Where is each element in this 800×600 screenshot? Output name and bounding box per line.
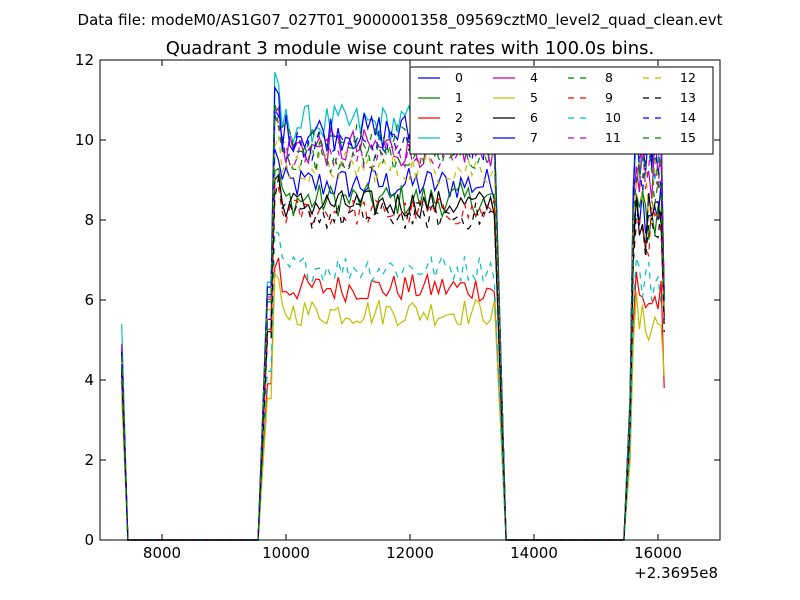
x-tick-label: 14000 <box>510 544 558 562</box>
x-tick-label: 8000 <box>143 544 181 562</box>
y-tick-label: 8 <box>84 211 94 229</box>
legend-label-11: 11 <box>605 130 621 145</box>
x-tick-label: 10000 <box>262 544 310 562</box>
figure-suptitle: Data file: modeM0/AS1G07_027T01_90000013… <box>78 11 723 30</box>
legend-label-5: 5 <box>530 90 538 105</box>
y-tick-label: 0 <box>84 531 94 549</box>
legend-label-7: 7 <box>530 130 538 145</box>
legend-label-14: 14 <box>680 110 696 125</box>
legend-label-13: 13 <box>680 90 696 105</box>
x-tick-label: 12000 <box>386 544 434 562</box>
y-tick-label: 6 <box>84 291 94 309</box>
legend-label-9: 9 <box>605 90 613 105</box>
legend-label-15: 15 <box>680 130 696 145</box>
legend-label-1: 1 <box>455 90 463 105</box>
legend-box <box>409 66 714 155</box>
y-tick-label: 12 <box>75 51 94 69</box>
chart-title: Quadrant 3 module wise count rates with … <box>166 38 655 59</box>
legend-label-12: 12 <box>680 70 696 85</box>
legend-label-4: 4 <box>530 70 538 85</box>
legend-label-6: 6 <box>530 110 538 125</box>
x-tick-label: 16000 <box>634 544 682 562</box>
legend-label-0: 0 <box>455 70 463 85</box>
legend-label-8: 8 <box>605 70 613 85</box>
x-offset-label: +2.3695e8 <box>634 564 718 582</box>
legend-label-2: 2 <box>455 110 463 125</box>
y-tick-label: 4 <box>84 371 94 389</box>
legend-label-3: 3 <box>455 130 463 145</box>
y-tick-label: 2 <box>84 451 94 469</box>
legend-label-10: 10 <box>605 110 621 125</box>
y-tick-label: 10 <box>75 131 94 149</box>
